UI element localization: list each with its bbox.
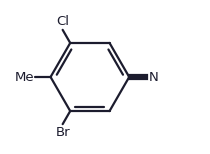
- Text: N: N: [149, 71, 159, 83]
- Text: Br: Br: [55, 126, 70, 139]
- Text: Me: Me: [14, 71, 34, 83]
- Text: Cl: Cl: [56, 15, 69, 28]
